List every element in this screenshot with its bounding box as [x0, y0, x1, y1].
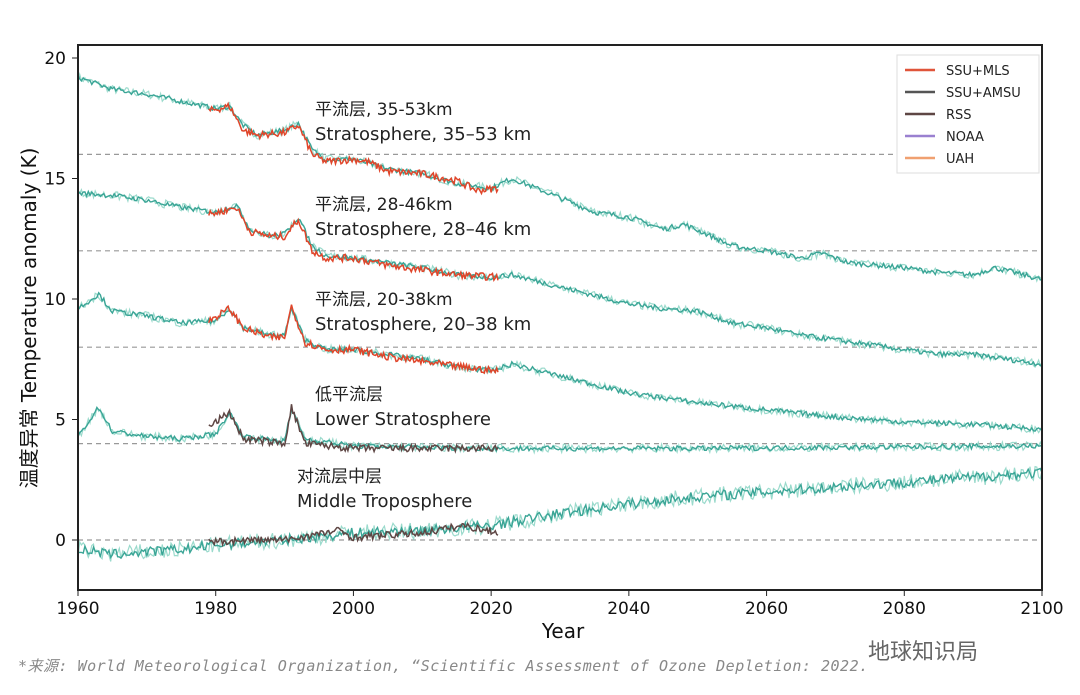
watermark: 地球知识局	[868, 640, 979, 665]
observed-series-line	[208, 101, 499, 196]
y-tick-label: 5	[55, 411, 66, 431]
legend-label: UAH	[946, 152, 974, 167]
observed-series-line	[208, 304, 499, 375]
observed-series-line	[208, 521, 499, 548]
legend-label: NOAA	[946, 130, 984, 145]
x-tick-label: 2000	[332, 599, 375, 619]
panel-label-en: Middle Troposphere	[297, 491, 472, 512]
legend-label: SSU+MLS	[946, 64, 1010, 79]
panel-label-cn: 平流层, 28-46km	[315, 195, 453, 215]
panel-label-cn: 平流层, 35-53km	[315, 100, 453, 120]
x-tick-label: 2080	[883, 599, 926, 619]
panel-labels: 平流层, 35-53km Stratosphere, 35–53 km 平流层, 2…	[297, 100, 531, 512]
legend-label: SSU+AMSU	[946, 86, 1021, 101]
model-series-line	[77, 74, 1043, 281]
x-tick-label: 2060	[745, 599, 788, 619]
axis-ticks: 1960 1980 2000 2020 2040 2060 2080 2100 0 5 10 15 20	[44, 49, 1063, 619]
observed-series-line	[208, 404, 499, 454]
y-tick-label: 20	[44, 49, 66, 69]
legend-label: RSS	[946, 108, 972, 123]
model-series-line	[77, 189, 1043, 367]
y-tick-label: 10	[44, 290, 66, 310]
x-tick-label: 2020	[470, 599, 513, 619]
plot-frame	[77, 44, 1043, 591]
series-group	[77, 71, 1043, 562]
model-series-line	[77, 467, 1043, 560]
panel-label-en: Stratosphere, 28–46 km	[315, 219, 531, 240]
model-series-spread	[77, 292, 1043, 435]
panel-label-cn: 平流层, 20-38km	[315, 290, 453, 310]
observed-series-line	[208, 207, 499, 282]
x-tick-label: 1960	[56, 599, 99, 619]
model-series-line	[77, 406, 1043, 453]
model-series-spread	[77, 187, 1043, 369]
panel-label-en: Stratosphere, 35–53 km	[315, 124, 531, 145]
panel-label-cn: 低平流层	[315, 385, 383, 405]
y-tick-label: 0	[55, 531, 66, 551]
reference-lines	[78, 153, 1042, 541]
legend: SSU+MLS SSU+AMSU RSS NOAA UAH	[896, 54, 1040, 174]
source-note: *来源: World Meteorological Organization, …	[18, 657, 869, 675]
x-axis-label: Year	[541, 619, 585, 643]
panel-label-en: Lower Stratosphere	[315, 409, 491, 430]
model-series-spread	[77, 465, 1043, 562]
x-tick-label: 2040	[607, 599, 650, 619]
x-tick-label: 1980	[194, 599, 237, 619]
panel-label-en: Stratosphere, 20–38 km	[315, 314, 531, 335]
x-tick-label: 2100	[1020, 599, 1063, 619]
model-series-line	[77, 291, 1043, 432]
panel-label-cn: 对流层中层	[297, 467, 382, 487]
y-tick-label: 15	[44, 170, 66, 190]
y-axis-label: 温度异常 Temperature anomaly (K)	[17, 148, 41, 489]
